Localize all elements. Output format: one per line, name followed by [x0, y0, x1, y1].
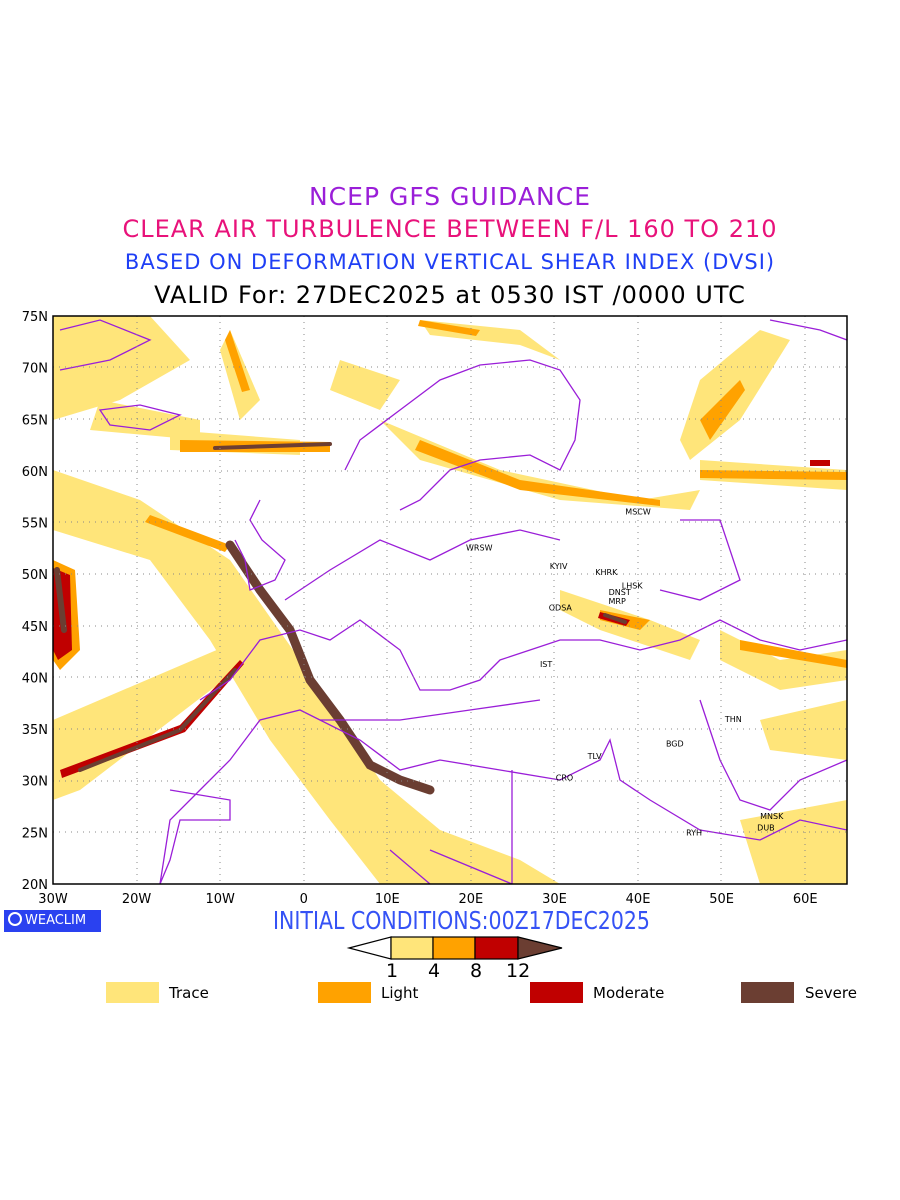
legend-swatch-trace	[106, 982, 159, 1003]
latitude-label: 20N	[22, 878, 48, 893]
colorbar-over-arrow	[517, 936, 563, 960]
colorbar	[346, 936, 563, 960]
city-label: BGD	[666, 740, 684, 749]
colorbar-segment-moderate	[474, 936, 519, 960]
chart-title: NCEP GFS GUIDANCE	[308, 182, 591, 211]
colorbar-tick: 8	[470, 960, 483, 982]
longitude-label: 10W	[205, 892, 235, 907]
city-label: THN	[724, 715, 742, 724]
colorbar-tick: 4	[428, 960, 441, 982]
copyright-icon	[8, 912, 22, 926]
latitude-label: 75N	[22, 310, 48, 325]
longitude-label: 40E	[626, 892, 651, 907]
valid-time: VALID For: 27DEC2025 at 0530 IST /0000 U…	[154, 281, 746, 309]
city-label: MRP	[609, 597, 626, 606]
legend-swatch-light	[318, 982, 371, 1003]
longitude-label: 50E	[709, 892, 734, 907]
chart-subtitle-dvsi: BASED ON DEFORMATION VERTICAL SHEAR INDE…	[124, 250, 776, 274]
legend-swatch-severe	[741, 982, 794, 1003]
longitude-label: 20E	[459, 892, 484, 907]
city-label: KYIV	[550, 562, 568, 571]
initial-conditions: INITIAL CONDITIONS:00Z17DEC2025	[273, 906, 650, 935]
city-label: MNSK	[760, 812, 784, 821]
city-label: CRO	[556, 774, 573, 783]
latitude-labels: 75N 70N 65N 60N 55N 50N 45N 40N 35N 30N 25N 20N	[22, 310, 48, 893]
city-label: DNST	[609, 588, 631, 597]
weaclim-logo: WEACLIM	[4, 910, 101, 932]
longitude-label: 30W	[38, 892, 68, 907]
longitude-labels: 30W 20W 10W 0 10E 20E 30E 40E 50E 60E	[38, 892, 817, 907]
gridlines	[53, 316, 847, 884]
latitude-label: 30N	[22, 775, 48, 790]
legend-label-trace: Trace	[169, 984, 209, 1002]
longitude-label: 60E	[793, 892, 818, 907]
city-label: MSCW	[625, 507, 651, 516]
chart-subtitle-turbulence: CLEAR AIR TURBULENCE BETWEEN F/L 160 TO …	[122, 215, 778, 243]
city-label: DUB	[757, 823, 775, 832]
latitude-label: 25N	[22, 826, 48, 841]
city-label: RYH	[686, 828, 702, 837]
latitude-label: 60N	[22, 465, 48, 480]
legend-label-severe: Severe	[805, 984, 857, 1002]
city-label: IST	[540, 660, 552, 669]
latitude-label: 70N	[22, 362, 48, 377]
coastlines-borders	[59, 319, 847, 884]
city-label: LHSK	[622, 582, 644, 591]
latitude-label: 65N	[22, 413, 48, 428]
weaclim-label: WEACLIM	[25, 913, 87, 928]
colorbar-tick: 1	[386, 960, 399, 982]
city-label: KHRK	[595, 568, 618, 577]
legend-label-light: Light	[381, 984, 419, 1002]
city-label: TLV	[587, 752, 602, 761]
colorbar-segment-trace	[390, 936, 434, 960]
map-frame	[52, 315, 848, 885]
latitude-label: 50N	[22, 568, 48, 583]
colorbar-under-arrow	[346, 936, 392, 960]
legend-swatch-moderate	[530, 982, 583, 1003]
city-label: WRSW	[466, 543, 493, 552]
colorbar-segment-light	[432, 936, 476, 960]
latitude-label: 45N	[22, 620, 48, 635]
longitude-label: 20W	[122, 892, 152, 907]
latitude-label: 35N	[22, 723, 48, 738]
longitude-label: 10E	[375, 892, 400, 907]
longitude-label: 30E	[542, 892, 567, 907]
legend-label-moderate: Moderate	[593, 984, 665, 1002]
latitude-label: 40N	[22, 671, 48, 686]
longitude-label: 0	[300, 892, 308, 907]
city-label: ODSA	[549, 603, 573, 612]
severe-areas	[54, 442, 627, 795]
latitude-label: 55N	[22, 517, 48, 532]
colorbar-tick: 12	[506, 960, 531, 982]
moderate-areas	[53, 460, 830, 778]
